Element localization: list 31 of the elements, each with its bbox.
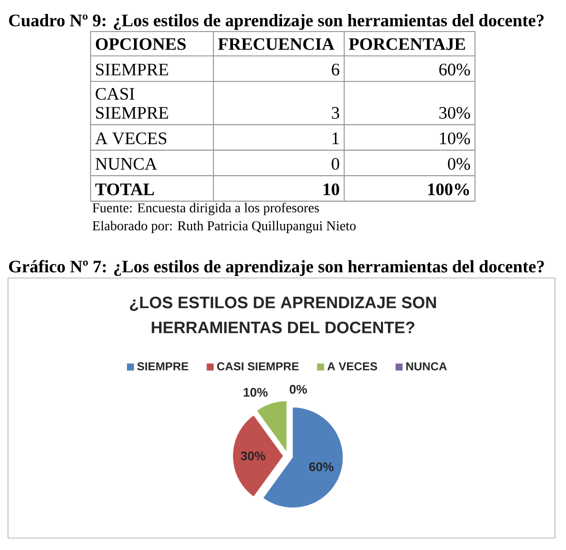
data-label: 0 — [332, 158, 340, 170]
data-label: 60% — [439, 64, 470, 76]
legend-label: CASI SIEMPRE — [217, 362, 299, 370]
legend-label: A VECES — [327, 362, 378, 370]
data-label: 1 — [332, 132, 339, 144]
data-label: 30% — [240, 452, 266, 460]
text: FRECUENCIA — [218, 38, 334, 50]
text: OPCIONES — [96, 38, 186, 50]
chart-title: Gráfico Nº 7: ¿Los estilos de aprendizaje son herramientas del docente? — [9, 260, 544, 276]
legend-label: SIEMPRE — [137, 362, 188, 370]
data-label: 10% — [244, 388, 268, 397]
data-label: 0% — [448, 158, 470, 170]
chart-subtitle: ¿LOS ESTILOS DE APRENDIZAJE SON HERRAMIENTAS DEL DOCENTE? — [130, 296, 436, 334]
category-label: NUNCA — [96, 158, 158, 170]
text: 0% — [290, 384, 307, 394]
category-label: TOTAL — [95, 183, 154, 196]
data-label: 60% — [309, 462, 334, 472]
data-label: 6 — [332, 64, 340, 76]
category-label: A VECES — [95, 132, 166, 144]
data-label: 3 — [332, 106, 340, 119]
text: PORCENTAJE — [348, 38, 466, 50]
category-label: CASI SIEMPRE — [96, 88, 168, 119]
data-label: 100% — [428, 183, 469, 196]
text: Cuadro Nº 9: ¿Los estilos de aprendizaje son herramientas del docente? — [9, 14, 544, 30]
text: Elaborado por: Ruth Patricia Quillupangui Nieto — [92, 220, 356, 234]
data-label: 30% — [439, 106, 470, 119]
data-label: 10% — [440, 132, 470, 144]
data-label: 10 — [324, 183, 340, 196]
legend-label: NUNCA — [406, 362, 447, 370]
category-label: SIEMPRE — [96, 64, 168, 76]
source-note: Fuente: Encuesta dirigida a los profesores — [92, 202, 319, 216]
